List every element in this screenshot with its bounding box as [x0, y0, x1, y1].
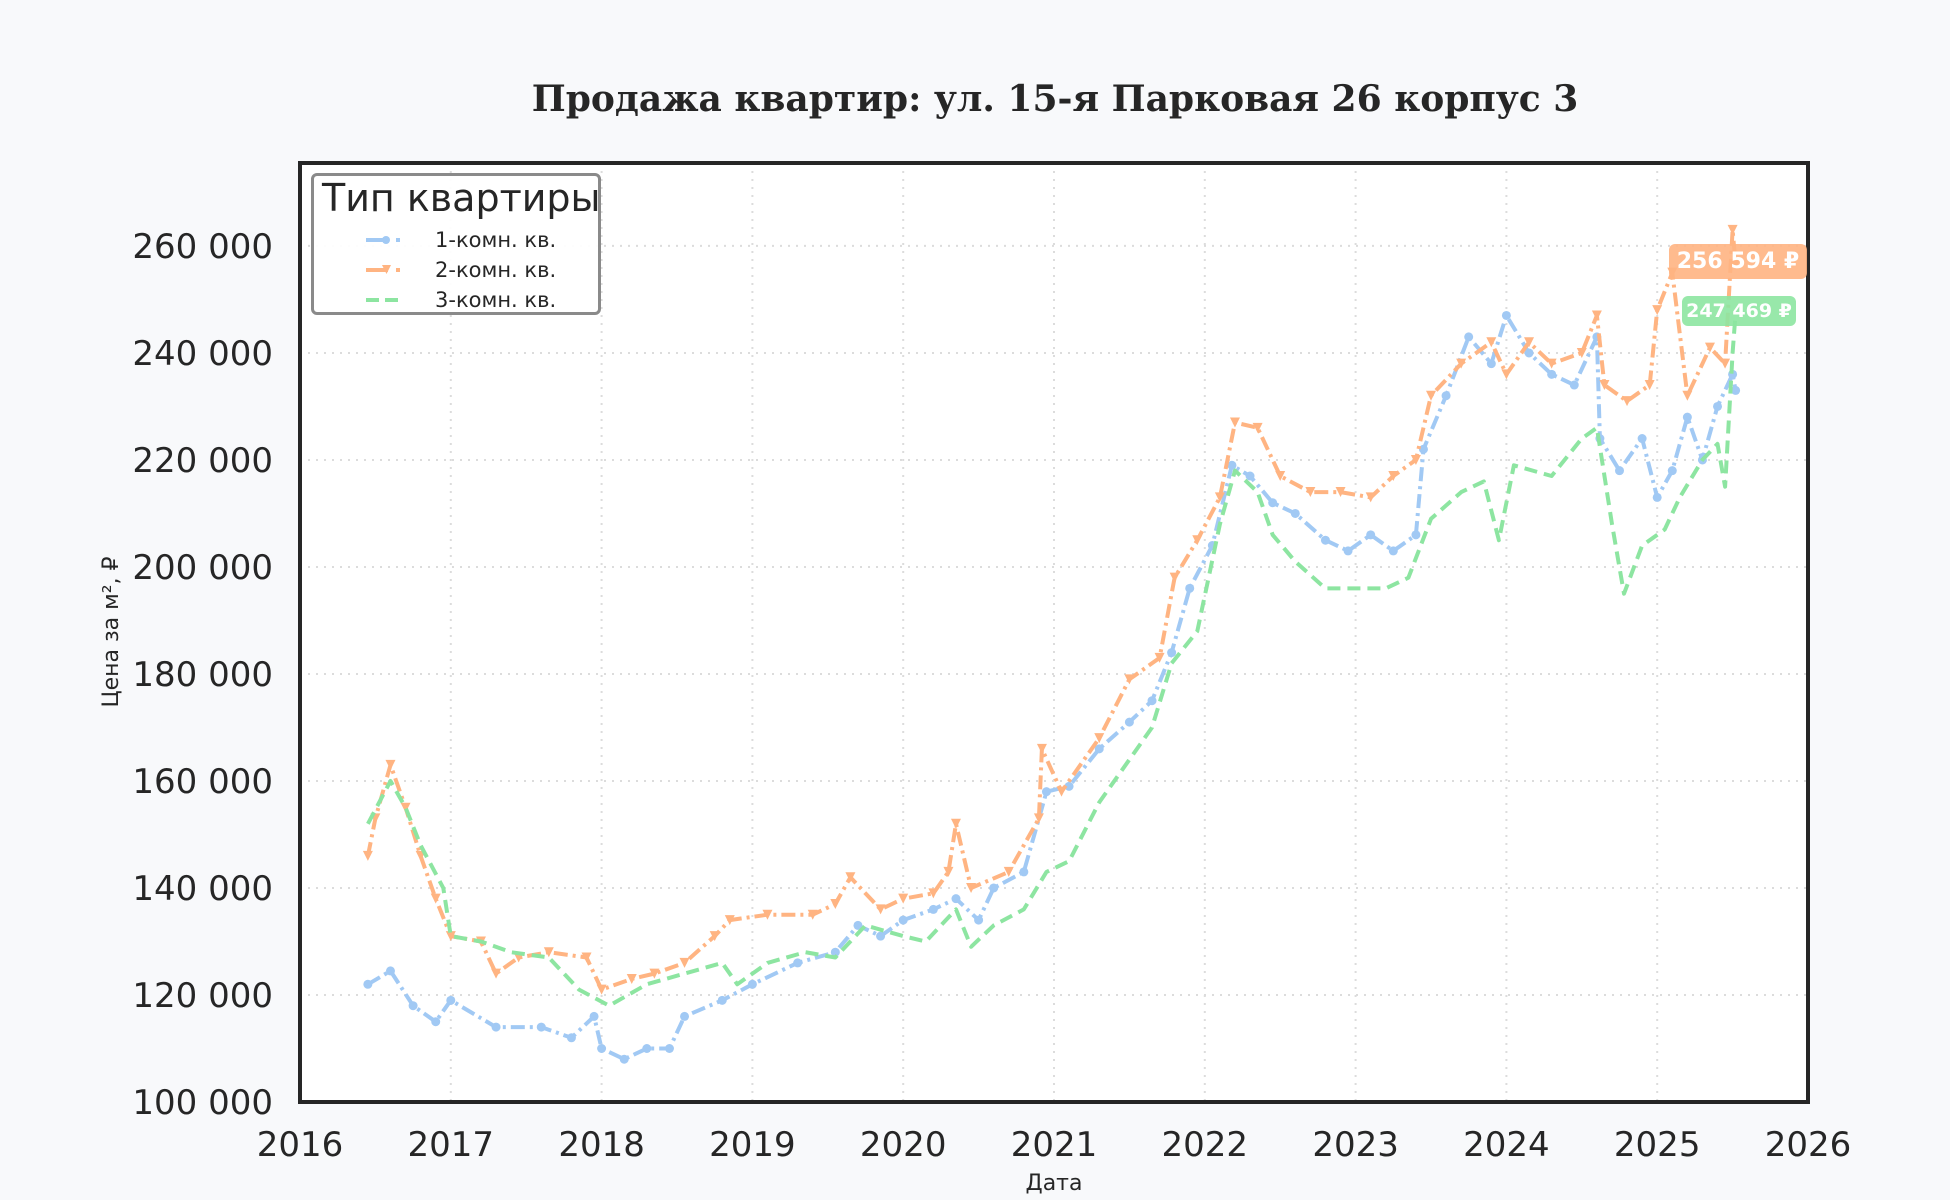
x-tick-label: 2016 [257, 1125, 344, 1165]
legend-label: 1-комн. кв. [435, 228, 557, 252]
dash-dot-circle-line-icon [366, 236, 400, 244]
x-tick-label: 2023 [1312, 1125, 1399, 1165]
x-tick-label: 2019 [709, 1125, 796, 1165]
y-tick-label: 260 000 [132, 227, 273, 267]
last-price-badge-3-room: 247 469 ₽ [1682, 296, 1796, 326]
y-tick-label: 240 000 [132, 334, 273, 374]
legend-label: 3-комн. кв. [435, 288, 557, 312]
y-tick-label: 160 000 [132, 762, 273, 802]
plot-area [300, 163, 1808, 1102]
x-tick-label: 2025 [1614, 1125, 1701, 1165]
y-tick-label: 200 000 [132, 548, 273, 588]
dashed-line-icon [366, 298, 402, 302]
y-tick-label: 140 000 [132, 869, 273, 909]
legend-title: Тип квартиры [322, 176, 601, 220]
series-line [366, 312, 1738, 1008]
x-axis-label: Дата [1026, 1171, 1083, 1196]
x-tick-label: 2024 [1463, 1125, 1550, 1165]
plot-frame [298, 161, 1810, 1104]
y-axis-label: Цена за м², ₽ [99, 556, 124, 707]
y-tick-label: 180 000 [132, 655, 273, 695]
x-tick-label: 2022 [1162, 1125, 1249, 1165]
x-tick-label: 2026 [1765, 1125, 1852, 1165]
y-tick-label: 220 000 [132, 441, 273, 481]
x-tick-label: 2021 [1011, 1125, 1098, 1165]
legend-label: 2-комн. кв. [435, 258, 557, 282]
y-tick-label: 100 000 [132, 1083, 273, 1123]
legend: Тип квартиры 1-комн. кв. 2-комн. кв. 3-к… [311, 173, 601, 315]
y-tick-label: 120 000 [132, 976, 273, 1016]
x-tick-label: 2018 [558, 1125, 645, 1165]
y-axis-ticks: 100 000 120 000 140 000 160 000 180 000 200 0… [132, 227, 273, 1123]
last-price-badge-2-room: 256 594 ₽ [1669, 244, 1807, 279]
x-axis-ticks: 2016 2017 2018 2019 2020 2021 2022 2023 2024 2025… [257, 1125, 1852, 1165]
dash-dot-triangle-line-icon [366, 265, 400, 274]
x-tick-label: 2017 [408, 1125, 495, 1165]
x-tick-label: 2020 [860, 1125, 947, 1165]
data-series [362, 224, 1741, 1064]
chart-title: Продажа квартир: ул. 15-я Парковая 26 ко… [531, 78, 1579, 120]
series-line [365, 227, 1738, 992]
